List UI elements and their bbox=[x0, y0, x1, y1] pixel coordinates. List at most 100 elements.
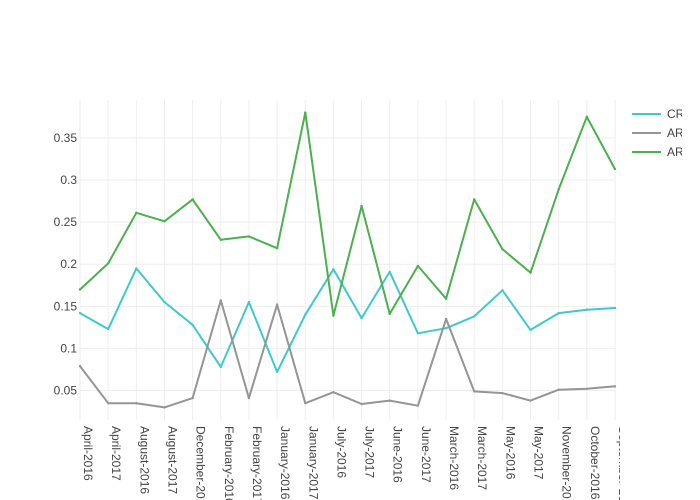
series-lines bbox=[78, 111, 617, 409]
x-tick-label: June-2016 bbox=[391, 426, 405, 483]
data-point bbox=[247, 300, 251, 304]
data-point bbox=[529, 328, 532, 332]
y-tick-label: 0.35 bbox=[54, 131, 78, 145]
data-point bbox=[613, 167, 617, 171]
data-point bbox=[135, 401, 138, 405]
series-line-0 bbox=[79, 267, 616, 373]
x-tick-label: September-2016 bbox=[616, 426, 630, 500]
data-point bbox=[416, 264, 420, 268]
data-point bbox=[78, 311, 82, 315]
y-tick-label: 0.25 bbox=[54, 215, 78, 229]
data-point bbox=[304, 401, 307, 405]
x-tick-label: January-2016 bbox=[278, 426, 292, 500]
data-point bbox=[106, 262, 110, 265]
legend-label: AR bbox=[667, 145, 684, 159]
data-point bbox=[191, 323, 194, 327]
x-tick-label: August-2016 bbox=[137, 426, 151, 494]
data-point bbox=[473, 198, 476, 201]
x-tick-label: December-2016 bbox=[194, 426, 208, 500]
data-point bbox=[416, 404, 420, 407]
data-point bbox=[501, 289, 504, 292]
data-point bbox=[219, 365, 222, 369]
legend-label: AR bbox=[667, 126, 684, 140]
legend-label: CR bbox=[667, 107, 685, 121]
data-point bbox=[163, 406, 166, 409]
data-point bbox=[416, 332, 420, 335]
data-point bbox=[78, 364, 82, 368]
x-tick-label: May-2017 bbox=[532, 426, 546, 480]
data-point bbox=[585, 115, 589, 119]
x-axis-ticks: April-2016 April-2017 August-2016 August-20… bbox=[81, 426, 630, 500]
x-tick-label: February-2016 bbox=[222, 426, 236, 500]
data-point bbox=[163, 220, 166, 223]
data-point bbox=[444, 317, 448, 321]
y-axis-ticks: 0.05 0.1 0.15 0.2 0.25 0.3 0.35 bbox=[54, 131, 78, 398]
legend: CR AR AR bbox=[632, 107, 685, 159]
y-tick-label: 0.1 bbox=[60, 341, 77, 355]
x-tick-label: April-2017 bbox=[109, 426, 123, 481]
series-line-2 bbox=[79, 111, 616, 317]
y-tick-label: 0.2 bbox=[60, 257, 77, 271]
data-point bbox=[585, 387, 589, 391]
data-point bbox=[557, 388, 560, 391]
data-point bbox=[106, 401, 110, 405]
data-point bbox=[275, 370, 279, 374]
x-tick-label: August-2017 bbox=[165, 426, 179, 494]
data-point bbox=[78, 288, 82, 291]
x-tick-label: November-2016 bbox=[560, 426, 574, 500]
data-point bbox=[332, 391, 335, 394]
data-point bbox=[191, 198, 194, 201]
data-point bbox=[613, 385, 617, 388]
data-point bbox=[613, 306, 617, 310]
x-tick-label: March-2016 bbox=[447, 426, 461, 490]
data-point bbox=[106, 327, 110, 331]
data-point bbox=[529, 271, 532, 274]
data-point bbox=[557, 188, 560, 191]
data-point bbox=[304, 313, 307, 316]
data-point bbox=[135, 211, 138, 215]
data-point bbox=[219, 299, 222, 302]
data-point bbox=[388, 270, 391, 273]
x-tick-label: July-2017 bbox=[363, 426, 377, 478]
data-point bbox=[163, 300, 166, 304]
y-tick-label: 0.3 bbox=[60, 173, 77, 187]
x-tick-label: July-2016 bbox=[334, 426, 348, 478]
data-point bbox=[473, 390, 476, 393]
data-point bbox=[529, 399, 532, 402]
data-point bbox=[360, 316, 363, 320]
data-point bbox=[444, 327, 448, 330]
x-tick-label: February-2017 bbox=[250, 426, 264, 500]
data-point bbox=[247, 235, 251, 238]
data-point bbox=[360, 204, 363, 208]
data-point bbox=[304, 111, 307, 114]
data-point bbox=[585, 308, 589, 311]
data-point bbox=[388, 399, 391, 402]
data-point bbox=[557, 311, 560, 315]
data-point bbox=[275, 247, 279, 250]
data-point bbox=[501, 391, 504, 395]
data-point bbox=[275, 303, 279, 306]
data-point bbox=[360, 402, 363, 406]
data-point bbox=[247, 396, 251, 400]
y-tick-label: 0.15 bbox=[54, 299, 78, 313]
data-point bbox=[332, 268, 335, 271]
data-point bbox=[332, 314, 335, 317]
y-tick-label: 0.05 bbox=[54, 384, 78, 398]
data-point bbox=[191, 396, 194, 400]
series-line-1 bbox=[79, 299, 616, 409]
grid bbox=[79, 100, 616, 420]
data-point bbox=[473, 315, 476, 318]
x-tick-label: June-2017 bbox=[419, 426, 433, 483]
x-tick-label: April-2016 bbox=[81, 426, 95, 481]
x-tick-label: October-2016 bbox=[588, 426, 602, 500]
data-point bbox=[135, 267, 138, 270]
x-tick-label: May-2016 bbox=[503, 426, 517, 480]
x-tick-label: January-2017 bbox=[306, 426, 320, 500]
data-point bbox=[444, 297, 448, 300]
data-point bbox=[219, 238, 222, 241]
data-point bbox=[501, 247, 504, 251]
x-tick-label: March-2017 bbox=[475, 426, 489, 490]
data-point bbox=[388, 312, 391, 316]
